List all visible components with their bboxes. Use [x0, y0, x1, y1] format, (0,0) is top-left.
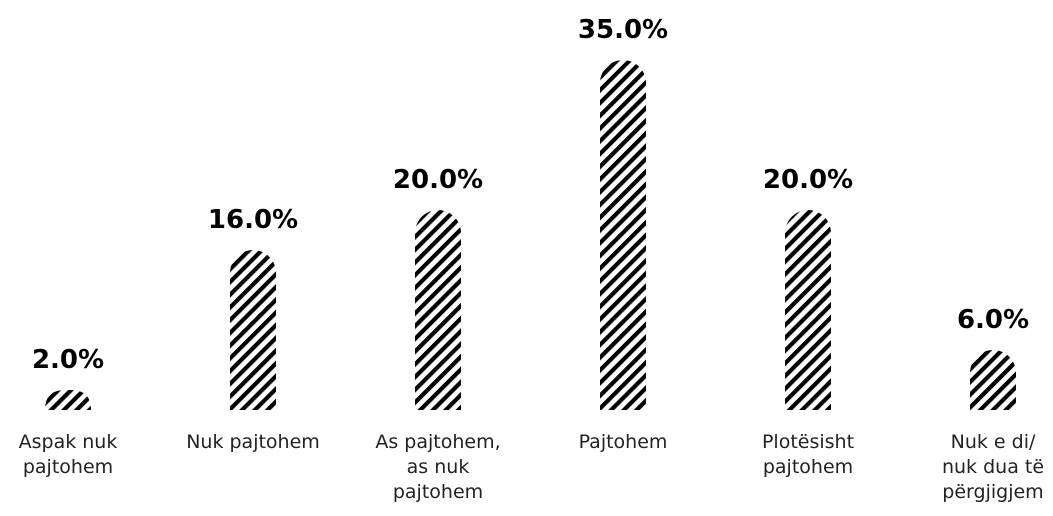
category-label-line: Pajtohem [579, 431, 668, 453]
bar [785, 210, 831, 410]
category-label: Plotësisht pajtohem [762, 431, 854, 478]
category-label-line: Nuk e di/ [951, 431, 1036, 453]
bar [970, 350, 1016, 410]
category-label-line: përgjigjem [942, 481, 1043, 503]
category-label-line: pajtohem [393, 481, 483, 503]
category-label: As pajtohem, as nuk pajtohem [375, 431, 500, 503]
data-label: 6.0% [957, 305, 1029, 335]
data-label: 20.0% [393, 165, 483, 195]
category-label-line: as nuk [407, 456, 470, 478]
category-label: Aspak nuk pajtohem [19, 431, 118, 478]
category-label-line: nuk dua të [942, 456, 1044, 478]
data-label: 35.0% [578, 15, 668, 45]
category-label: Nuk e di/nuk dua të përgjigjem [942, 431, 1044, 503]
bar [415, 210, 461, 410]
category-label-line: pajtohem [763, 456, 853, 478]
category-label-line: Plotësisht [762, 431, 854, 453]
category-label: Nuk pajtohem [186, 431, 320, 453]
bar [600, 60, 646, 410]
data-label: 2.0% [32, 345, 104, 375]
bars [45, 60, 1016, 410]
category-label-line: Aspak nuk [19, 431, 118, 453]
category-label: Pajtohem [579, 431, 668, 453]
category-label-line: pajtohem [23, 456, 113, 478]
category-labels: Aspak nuk pajtohem Nuk pajtohem As pajtohem… [19, 431, 1044, 503]
category-label-line: Nuk pajtohem [186, 431, 320, 453]
bar [45, 390, 91, 410]
bar [230, 250, 276, 410]
data-label: 20.0% [763, 165, 853, 195]
value-labels: 2.0% 16.0% 20.0% 35.0% 20.0% 6.0% [32, 15, 1029, 375]
category-label-line: As pajtohem, [375, 431, 500, 453]
data-label: 16.0% [208, 205, 298, 235]
